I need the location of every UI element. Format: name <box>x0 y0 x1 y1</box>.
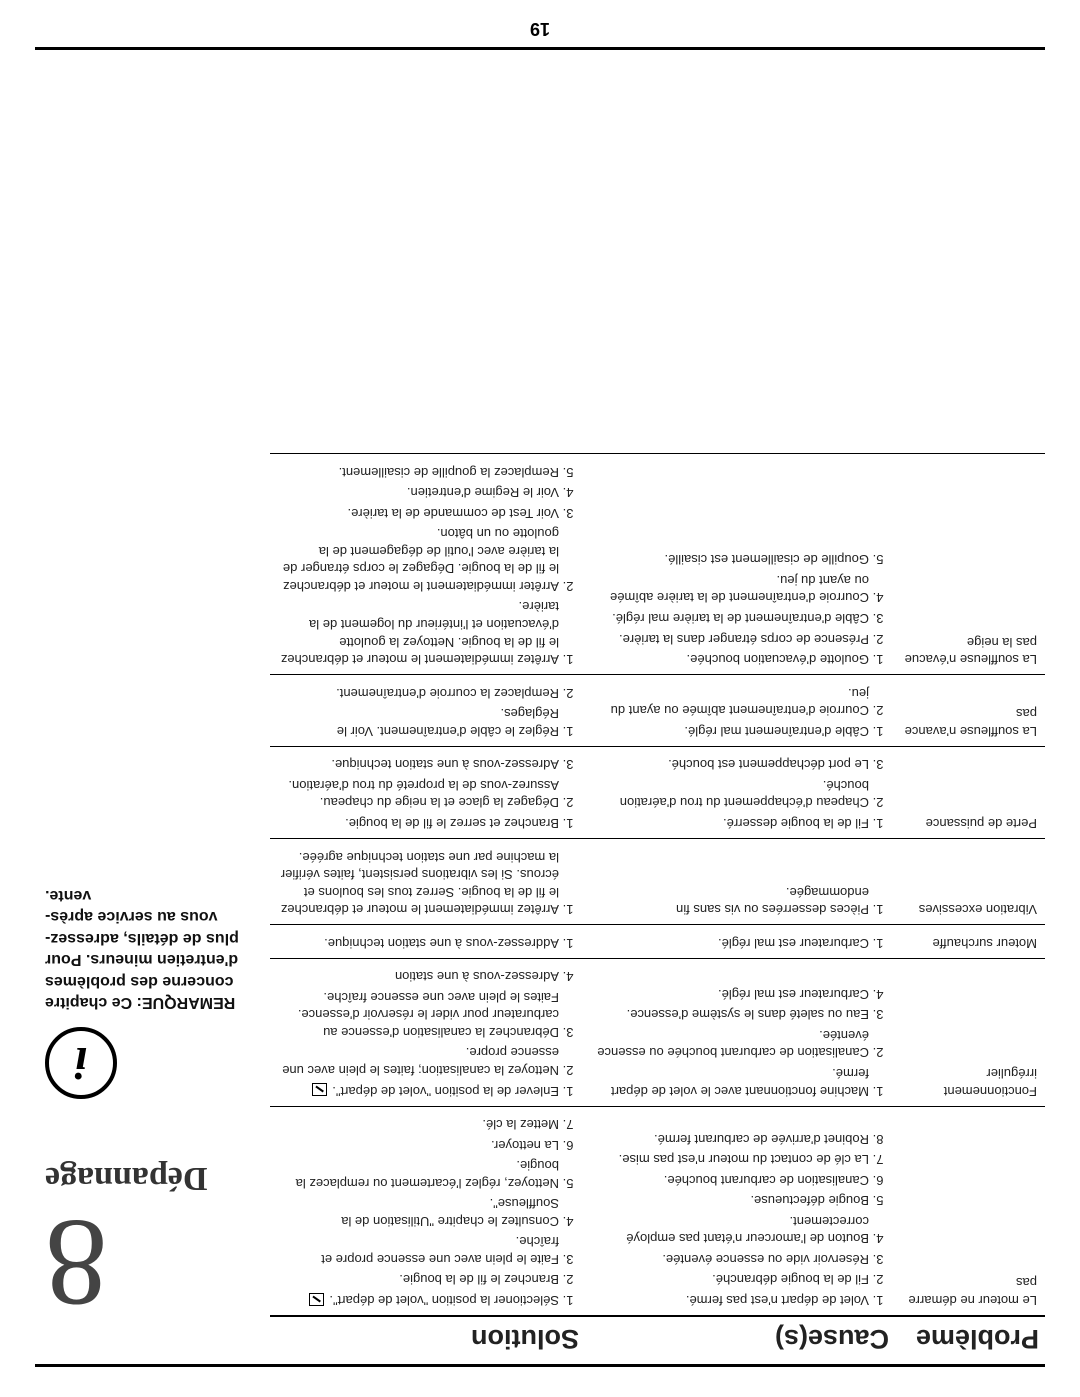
list-item: Réservoir vide ou essence éventée. <box>593 1250 869 1268</box>
table-row: Perte de puissanceFil de la bougie desse… <box>270 746 1045 838</box>
list-item: Robinet d'arrivée de carburant fermé. <box>593 1130 869 1148</box>
problem-cell: La souffleuse n'avance pas <box>895 675 1045 747</box>
list-item: Fil de la bougie desserré. <box>593 814 869 832</box>
solution-cell: Arrêtez immédiatement le moteur et débra… <box>270 838 585 924</box>
list-item: Canalisation de carburant bouchée. <box>593 1171 869 1189</box>
list-item: Arrêter immédiatement le moteur et débra… <box>278 525 559 595</box>
list-item: Mettez la clé. <box>278 1116 559 1134</box>
col-header-solution: Solution <box>270 1316 585 1358</box>
list-item: Chapeau d'échappement du trou d'aération… <box>593 776 869 811</box>
problem-cell: La souffleuse n'évacue pas la neige <box>895 454 1045 675</box>
list-item: Le port déchappement est bouché. <box>593 756 869 774</box>
list-item: Débranchez la canalisation d'essence au … <box>278 988 559 1041</box>
list-item: Faite le plein avec une essence propre e… <box>278 1233 559 1268</box>
troubleshooting-table-container: Problème Cause(s) Solution Le moteur ne … <box>270 108 1045 1358</box>
list-item: La clé de contact du moteur n'est pas mi… <box>593 1151 869 1169</box>
list-item: Sélectioner la position "volet de départ… <box>278 1291 559 1309</box>
problem-cell: Le moteur ne démarre pas <box>895 1106 1045 1316</box>
list-item: Enlever de la position "volet de départ"… <box>278 1082 559 1100</box>
list-item: Fil de la bougie débranché. <box>593 1271 869 1289</box>
list-item: Voir le Regime d'entretien. <box>278 484 559 502</box>
list-item: Câble d'entraînement de la tarière mal r… <box>593 610 869 628</box>
solution-cell: Arrêtez immédiatement le moteur et débra… <box>270 454 585 675</box>
solution-cell: Branchez et serrez le fil de la bougie. D… <box>270 746 585 838</box>
choke-icon <box>312 1083 327 1096</box>
list-item: Eau ou saleté dans le système d'essence. <box>593 1006 869 1024</box>
table-row: Vibration excessives Pièces desserrées ou… <box>270 838 1045 924</box>
table-row: La souffleuse n'évacue pas la neigeGoulo… <box>270 454 1045 675</box>
list-item: Adressez-vous à une station <box>278 968 559 986</box>
list-item: Pièces desserrées ou vis sans fin endomm… <box>593 883 869 918</box>
list-item: Dégagez la glace et la neige du chapeau.… <box>278 776 559 811</box>
list-item: Volet de départ n'est pas fermé. <box>593 1291 869 1309</box>
list-item: Carburateur est mal réglé. <box>593 934 869 952</box>
list-item: Canalisation de carburant bouchée ou ess… <box>593 1026 869 1061</box>
list-item: Adressez-vous à une station technique. <box>278 756 559 774</box>
cause-cell: Goulotte d'évacuation bouchée. Présence d… <box>585 454 895 675</box>
cause-cell: Pièces desserrées ou vis sans fin endomm… <box>585 838 895 924</box>
solution-cell: Addressez-vous à une station technique. <box>270 925 585 959</box>
list-item: Goupille de cisaillement est cisaillé. <box>593 551 869 569</box>
list-item: Remplacez la courroie d'entraînement. <box>278 684 559 702</box>
list-item: La nettoyer. <box>278 1136 559 1154</box>
problem-cell: Moteur surchauffe <box>895 925 1045 959</box>
problem-cell: Fonctionnement irrégulier <box>895 958 1045 1106</box>
info-icon: i <box>45 1028 117 1100</box>
solution-cell: Enlever de la position "volet de départ"… <box>270 958 585 1106</box>
col-header-problem: Problème <box>895 1316 1045 1358</box>
cause-cell: Câble d'entraînement mal réglé. Courroie … <box>585 675 895 747</box>
cause-cell: Machine fonctionnant avec le volet de dé… <box>585 958 895 1106</box>
list-item: Câble d'entraînement mal réglé. <box>593 722 869 740</box>
list-item: Arrêtez immédiatement le moteur et débra… <box>278 848 559 918</box>
list-item: Présence de corps étranger dans la tariè… <box>593 630 869 648</box>
problem-cell: Vibration excessives <box>895 838 1045 924</box>
list-item: Bougie défectueuse. <box>593 1192 869 1210</box>
list-item: Courroie d'entraînement de la tarière ab… <box>593 571 869 606</box>
list-item: Consultez le chapitre "Utilisation de la… <box>278 1195 559 1230</box>
list-item: Arrêtez immédiatement le moteur et débra… <box>278 598 559 668</box>
table-row: Moteur surchauffe Carburateur est mal rég… <box>270 925 1045 959</box>
page-footer: 19 <box>0 18 1080 50</box>
list-item: Machine fonctionnant avec le volet de dé… <box>593 1064 869 1099</box>
table-row: Fonctionnement irrégulier Machine fonctio… <box>270 958 1045 1106</box>
problem-cell: Perte de puissance <box>895 746 1045 838</box>
list-item: Branchez le fil de la bougie. <box>278 1271 559 1289</box>
troubleshooting-table: Problème Cause(s) Solution Le moteur ne … <box>270 453 1045 1358</box>
table-row: La souffleuse n'avance pasCâble d'entraî… <box>270 675 1045 747</box>
list-item: Bouton de l'amorceur n'étant pas employé… <box>593 1212 869 1247</box>
list-item: Remplacez la goupille de cisaillement. <box>278 463 559 481</box>
chapter-number: 8 <box>45 1206 245 1319</box>
list-item: Nettoyez la canalisation; faites le plei… <box>278 1044 559 1079</box>
list-item: Branchez et serrez le fil de la bougie. <box>278 814 559 832</box>
list-item: Carburateur est mal réglé. <box>593 985 869 1003</box>
sidebar: 8 Dépannage i REMARQUE: Ce chapitre conc… <box>35 108 270 1358</box>
list-item: Courroie d'entraînement abîmée ou ayant … <box>593 684 869 719</box>
list-item: Nettoyez, réglez l'écartement ou remplac… <box>278 1157 559 1192</box>
list-item: Réglez le câble d'entraînement. Voir le … <box>278 705 559 740</box>
page-number: 19 <box>530 19 550 39</box>
cause-cell: Fil de la bougie desserré. Chapeau d'écha… <box>585 746 895 838</box>
chapter-title: Dépannage <box>45 1160 245 1198</box>
col-header-cause: Cause(s) <box>585 1316 895 1358</box>
table-row: Le moteur ne démarre pasVolet de départ … <box>270 1106 1045 1316</box>
choke-icon <box>309 1293 324 1306</box>
cause-cell: Carburateur est mal réglé. <box>585 925 895 959</box>
remark-text: REMARQUE: Ce chapitre concerne des probl… <box>45 884 245 1014</box>
cause-cell: Volet de départ n'est pas fermé. Fil de l… <box>585 1106 895 1316</box>
list-item: Voir Test de commande de la tarière. <box>278 504 559 522</box>
solution-cell: Sélectioner la position "volet de départ… <box>270 1106 585 1316</box>
solution-cell: Réglez le câble d'entraînement. Voir le … <box>270 675 585 747</box>
list-item: Addressez-vous à une station technique. <box>278 934 559 952</box>
list-item: Goulotte d'évacuation bouchée. <box>593 651 869 669</box>
